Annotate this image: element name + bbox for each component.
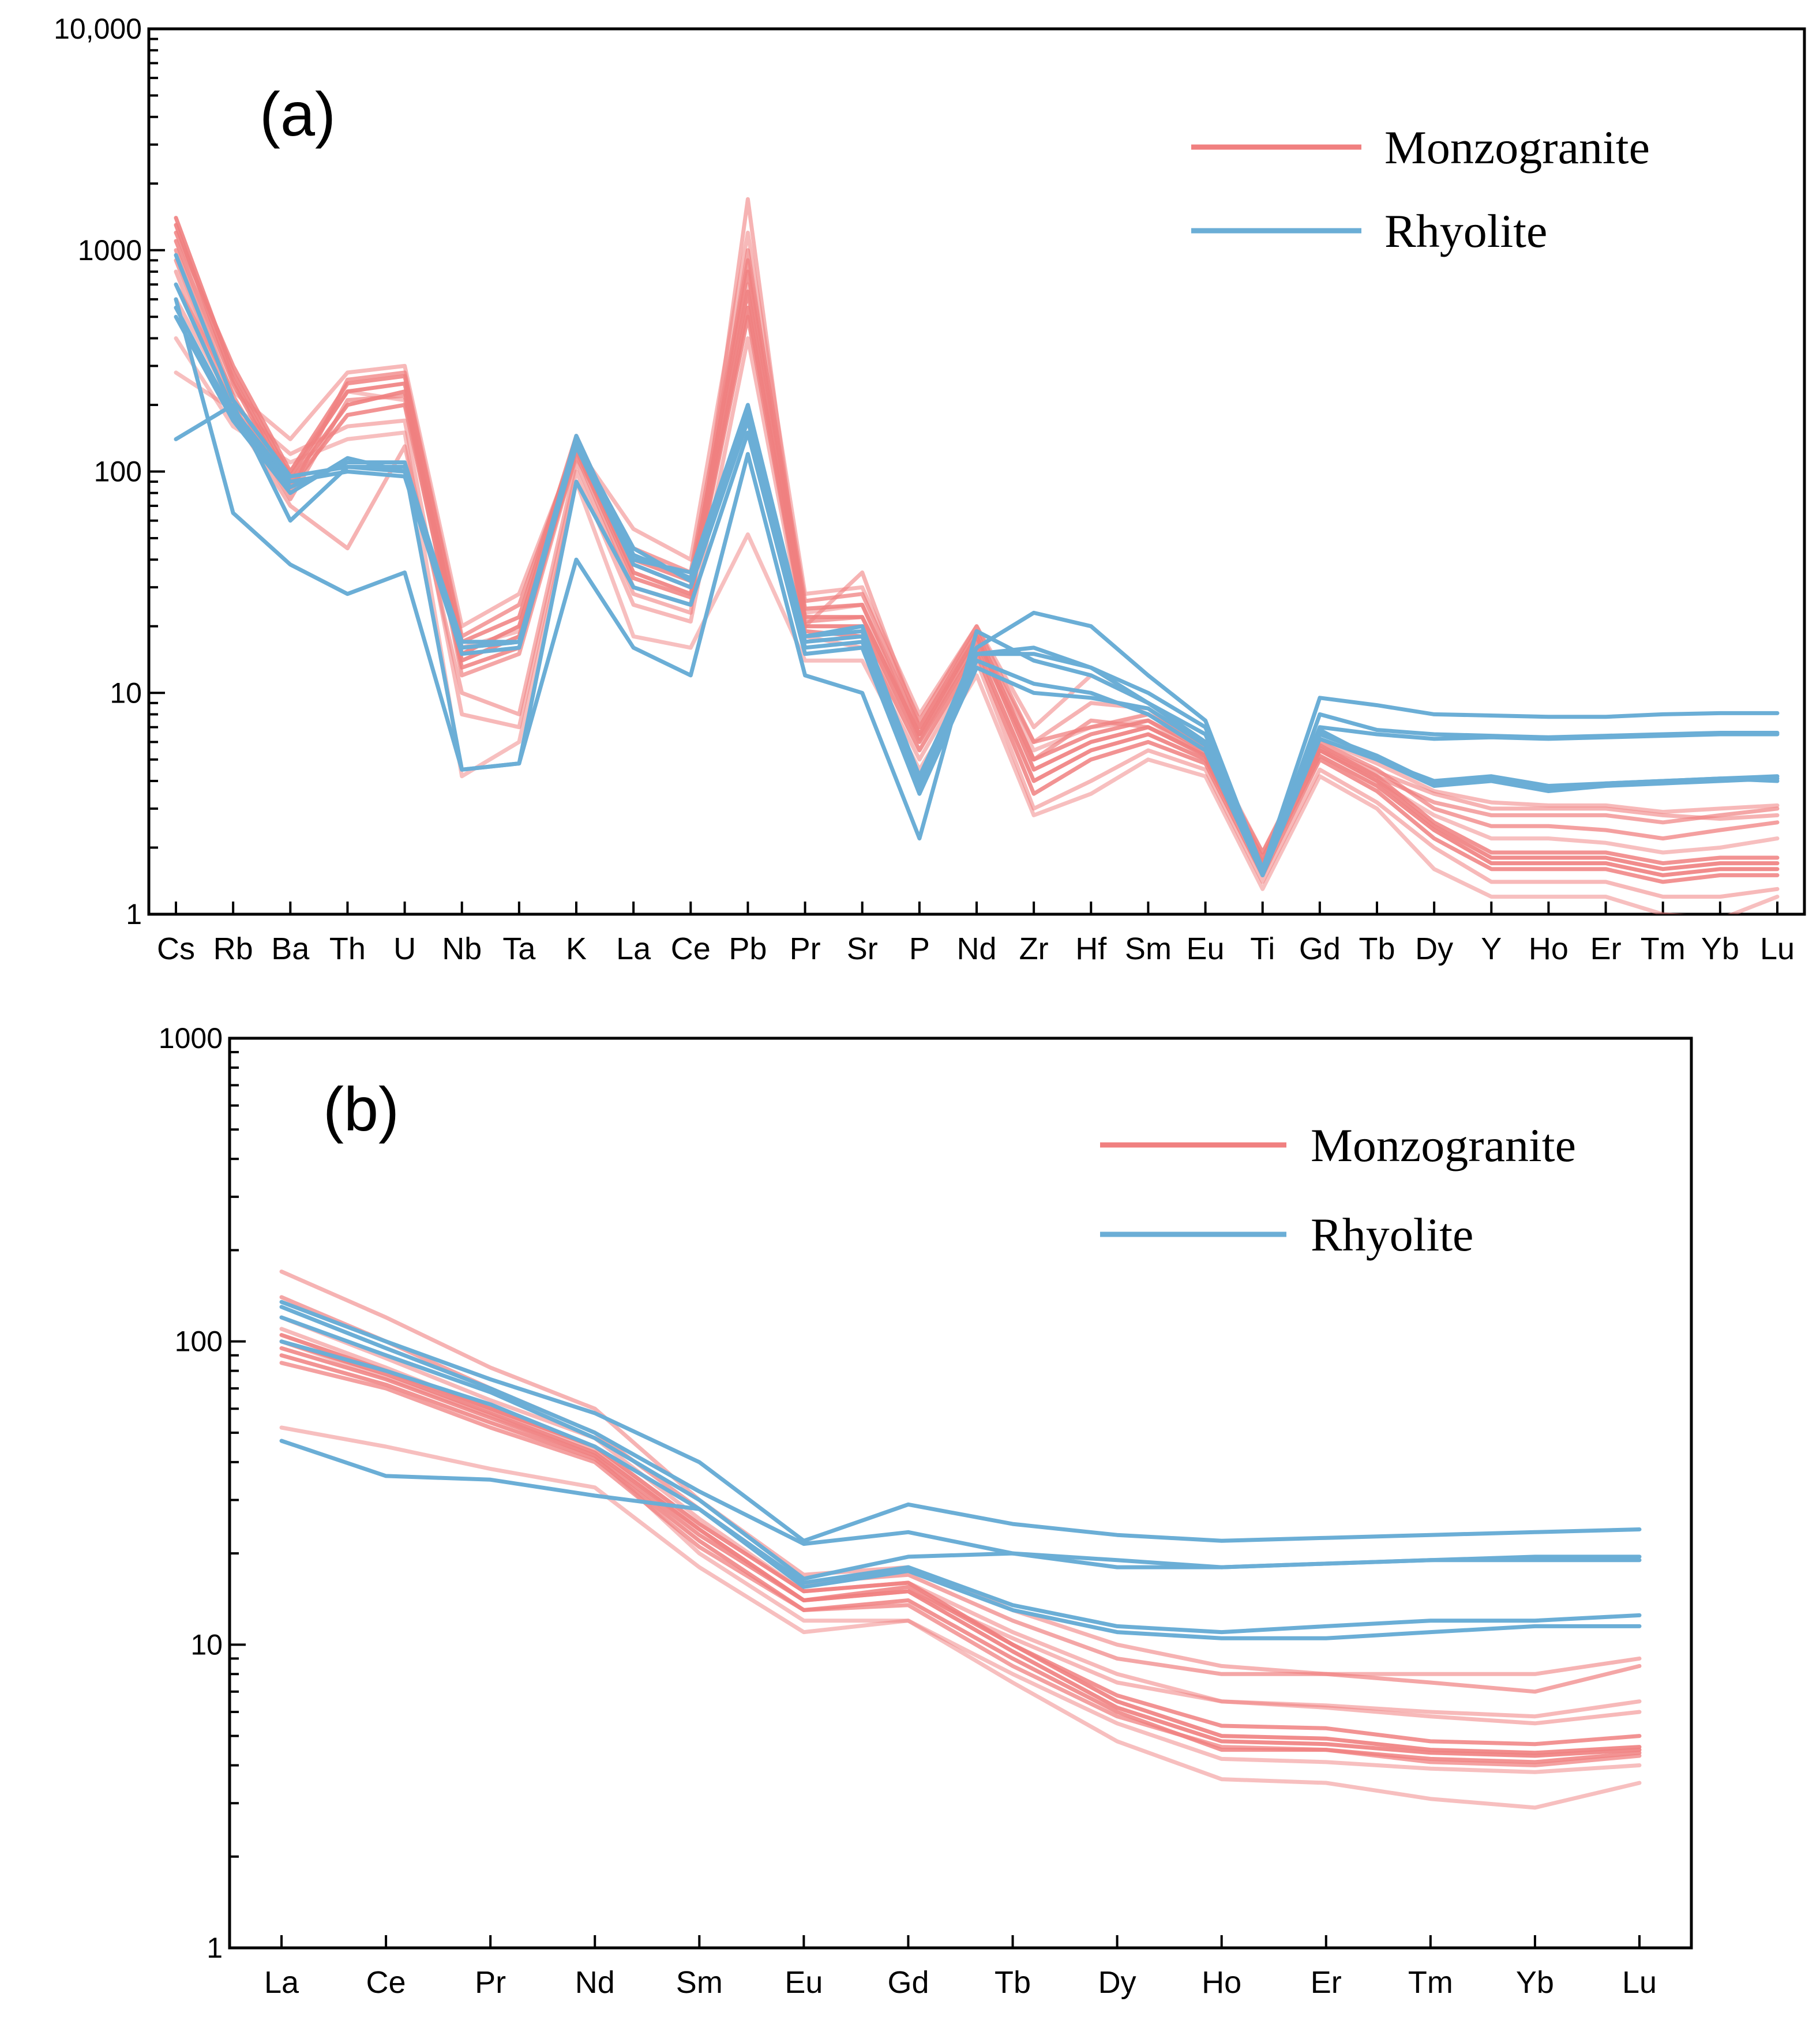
x-tick-label: Yb xyxy=(1516,1965,1554,2000)
x-tick-label: Nd xyxy=(575,1965,615,2000)
x-tick-label: Tm xyxy=(1641,932,1686,966)
x-tick-label: Ce xyxy=(671,932,711,966)
monzogranite-series-line xyxy=(174,230,1780,866)
x-tick-label: Nd xyxy=(956,932,996,966)
rhyolite-series-line xyxy=(279,1315,1642,1581)
x-tick-label: Gd xyxy=(887,1965,929,2000)
x-tick-label: Pb xyxy=(729,932,767,966)
x-tick-label: Er xyxy=(1311,1965,1342,2000)
rhyolite-series-line xyxy=(174,314,1780,877)
x-tick-label: Th xyxy=(329,932,366,966)
monzogranite-series-line xyxy=(279,1361,1642,1767)
monzogranite-series-line xyxy=(279,1425,1642,1774)
monzogranite-series-line xyxy=(279,1315,1642,1719)
legend: Monzogranite Rhyolite xyxy=(1191,121,1650,257)
y-tick-label: 1 xyxy=(126,898,142,930)
x-tick-label: Ta xyxy=(502,932,536,966)
rhyolite-series-line xyxy=(279,1339,1642,1635)
series-group xyxy=(174,197,1780,914)
x-tick-label: Pr xyxy=(790,932,821,966)
x-tick-label: Rb xyxy=(213,932,253,966)
y-tick-label: 1 xyxy=(207,1932,223,1964)
x-tick-label: Tb xyxy=(995,1965,1031,2000)
y-tick-label: 1000 xyxy=(159,1022,223,1054)
x-tick-label: P xyxy=(909,932,930,966)
rhyolite-series-line xyxy=(279,1305,1642,1569)
panel-label: (a) xyxy=(260,79,336,149)
x-tick-label: Gd xyxy=(1299,932,1341,966)
x-tick-label: Eu xyxy=(1187,932,1225,966)
monzogranite-series-line xyxy=(279,1339,1642,1758)
panel-b: 1 10 100 1000 La Ce Pr Nd Sm Eu Gd Tb Dy Ho Er Tm Yb Lu Mo… xyxy=(159,1022,1693,2000)
x-tick-label: Yb xyxy=(1701,932,1739,966)
x-tick-label: Cs xyxy=(157,932,195,966)
rhyolite-series-line xyxy=(279,1439,1642,1640)
x-tick-label: Ho xyxy=(1529,932,1568,966)
x-tick-label: U xyxy=(393,932,416,966)
y-tick-label: 100 xyxy=(94,456,142,488)
x-tick-label: Sm xyxy=(676,1965,723,2000)
monzogranite-series-line xyxy=(279,1327,1642,1726)
x-tick-label: Ba xyxy=(271,932,310,966)
x-tick-label: Sr xyxy=(847,932,878,966)
legend-label: Rhyolite xyxy=(1311,1208,1473,1261)
x-tick-label: Tm xyxy=(1408,1965,1453,2000)
monzogranite-series-line xyxy=(174,282,1780,866)
y-tick-label: 10 xyxy=(110,677,142,709)
y-tick-label: 10 xyxy=(190,1628,223,1661)
rhyolite-series-line xyxy=(174,403,1780,877)
x-tick-label: Y xyxy=(1481,932,1502,966)
legend-label: Rhyolite xyxy=(1384,205,1547,257)
monzogranite-series-line xyxy=(279,1339,1642,1810)
x-tick-label: Pr xyxy=(475,1965,506,2000)
rhyolite-series-line xyxy=(279,1300,1642,1543)
y-tick-label: 100 xyxy=(175,1325,223,1358)
x-tick-label: Er xyxy=(1590,932,1622,966)
x-tick-label: Dy xyxy=(1098,1965,1136,2000)
monzogranite-series-line xyxy=(174,248,1780,866)
x-tick-label: La xyxy=(264,1965,299,2000)
y-tick-label: 1000 xyxy=(78,234,142,266)
monzogranite-series-line xyxy=(174,248,1780,855)
x-tick-label: Dy xyxy=(1415,932,1453,966)
monzogranite-series-line xyxy=(279,1353,1642,1764)
x-tick-label: La xyxy=(616,932,651,966)
monzogranite-series-line xyxy=(174,223,1780,877)
legend: Monzogranite Rhyolite xyxy=(1100,1119,1576,1261)
plot-frame xyxy=(228,1037,1693,1950)
x-tick-label: Lu xyxy=(1760,932,1795,966)
panel-a: 1 10 100 1000 10,000 Cs Rb Ba Th U Nb Ta K La Ce Pb Pr Sr… xyxy=(54,13,1806,966)
rhyolite-series-line xyxy=(174,253,1780,872)
x-tick-label: Tb xyxy=(1359,932,1395,966)
x-tick-label: Eu xyxy=(785,1965,823,2000)
x-tick-label: Ti xyxy=(1250,932,1275,966)
monzogranite-series-line xyxy=(174,216,1780,872)
x-tick-label: Lu xyxy=(1622,1965,1657,2000)
y-tick-label: 10,000 xyxy=(54,13,142,45)
x-tick-label: Zr xyxy=(1019,932,1049,966)
series-group xyxy=(279,1270,1642,1810)
panel-label: (b) xyxy=(323,1074,399,1144)
legend-label: Monzogranite xyxy=(1384,121,1650,174)
x-tick-label: Ce xyxy=(366,1965,406,2000)
x-tick-label: Sm xyxy=(1125,932,1172,966)
x-tick-label: Nb xyxy=(442,932,482,966)
rhyolite-series-line xyxy=(174,297,1780,872)
x-tick-label: K xyxy=(566,932,587,966)
x-tick-label: Ho xyxy=(1202,1965,1241,2000)
legend-label: Monzogranite xyxy=(1311,1119,1576,1171)
monzogranite-series-line xyxy=(174,230,1780,855)
x-tick-label: Hf xyxy=(1075,932,1107,966)
